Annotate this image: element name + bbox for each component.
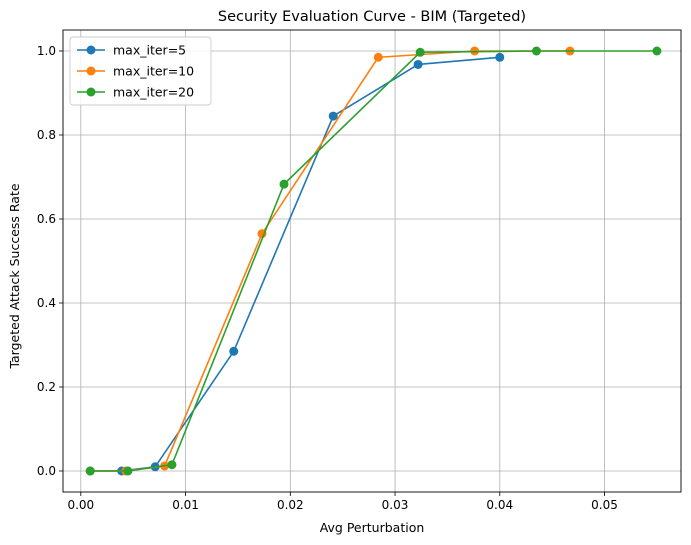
legend-marker [86, 45, 96, 55]
x-tick-label: 0.05 [591, 498, 618, 512]
data-point [415, 47, 425, 57]
series-layer [85, 46, 662, 476]
series-2 [85, 46, 662, 476]
legend-item: max_iter=5 [77, 43, 186, 58]
y-tick-label: 1.0 [37, 44, 56, 58]
legend-label: max_iter=5 [113, 43, 186, 58]
legend-label: max_iter=20 [113, 85, 194, 100]
y-axis-label: Targeted Attack Success Rate [7, 183, 22, 369]
data-point [123, 466, 133, 476]
data-point [652, 46, 662, 56]
y-tick-label: 0.8 [37, 128, 56, 142]
legend-item: max_iter=20 [77, 85, 194, 100]
data-point [85, 466, 95, 476]
data-point [413, 59, 423, 69]
x-tick-label: 0.03 [382, 498, 409, 512]
legend-label: max_iter=10 [113, 64, 194, 79]
chart-title: Security Evaluation Curve - BIM (Targete… [218, 9, 526, 25]
y-tick-label: 0.2 [37, 380, 56, 394]
data-point [495, 52, 505, 62]
y-tick-label: 0.4 [37, 296, 56, 310]
plot-frame [62, 29, 682, 493]
data-point [279, 179, 289, 189]
data-point [531, 46, 541, 56]
data-point [229, 346, 239, 356]
legend-item: max_iter=10 [77, 64, 194, 79]
legend-frame [69, 36, 212, 106]
y-tick-label: 0.6 [37, 212, 56, 226]
legend: max_iter=5 max_iter=10 max_iter=20 [69, 36, 212, 106]
ticks: 0.00 0.01 0.02 0.03 0.04 0.05 0.0 0.2 0.4 0.6 0.8 1… [37, 44, 618, 512]
data-point [167, 460, 177, 470]
legend-marker [86, 87, 96, 97]
grid [63, 30, 681, 492]
x-tick-label: 0.04 [486, 498, 513, 512]
x-tick-label: 0.01 [172, 498, 199, 512]
data-point [328, 111, 338, 121]
data-point [373, 52, 383, 62]
x-tick-label: 0.02 [277, 498, 304, 512]
x-tick-label: 0.00 [67, 498, 94, 512]
legend-marker [86, 66, 96, 76]
x-axis-label: Avg Perturbation [320, 520, 425, 535]
y-tick-label: 0.0 [37, 464, 56, 478]
